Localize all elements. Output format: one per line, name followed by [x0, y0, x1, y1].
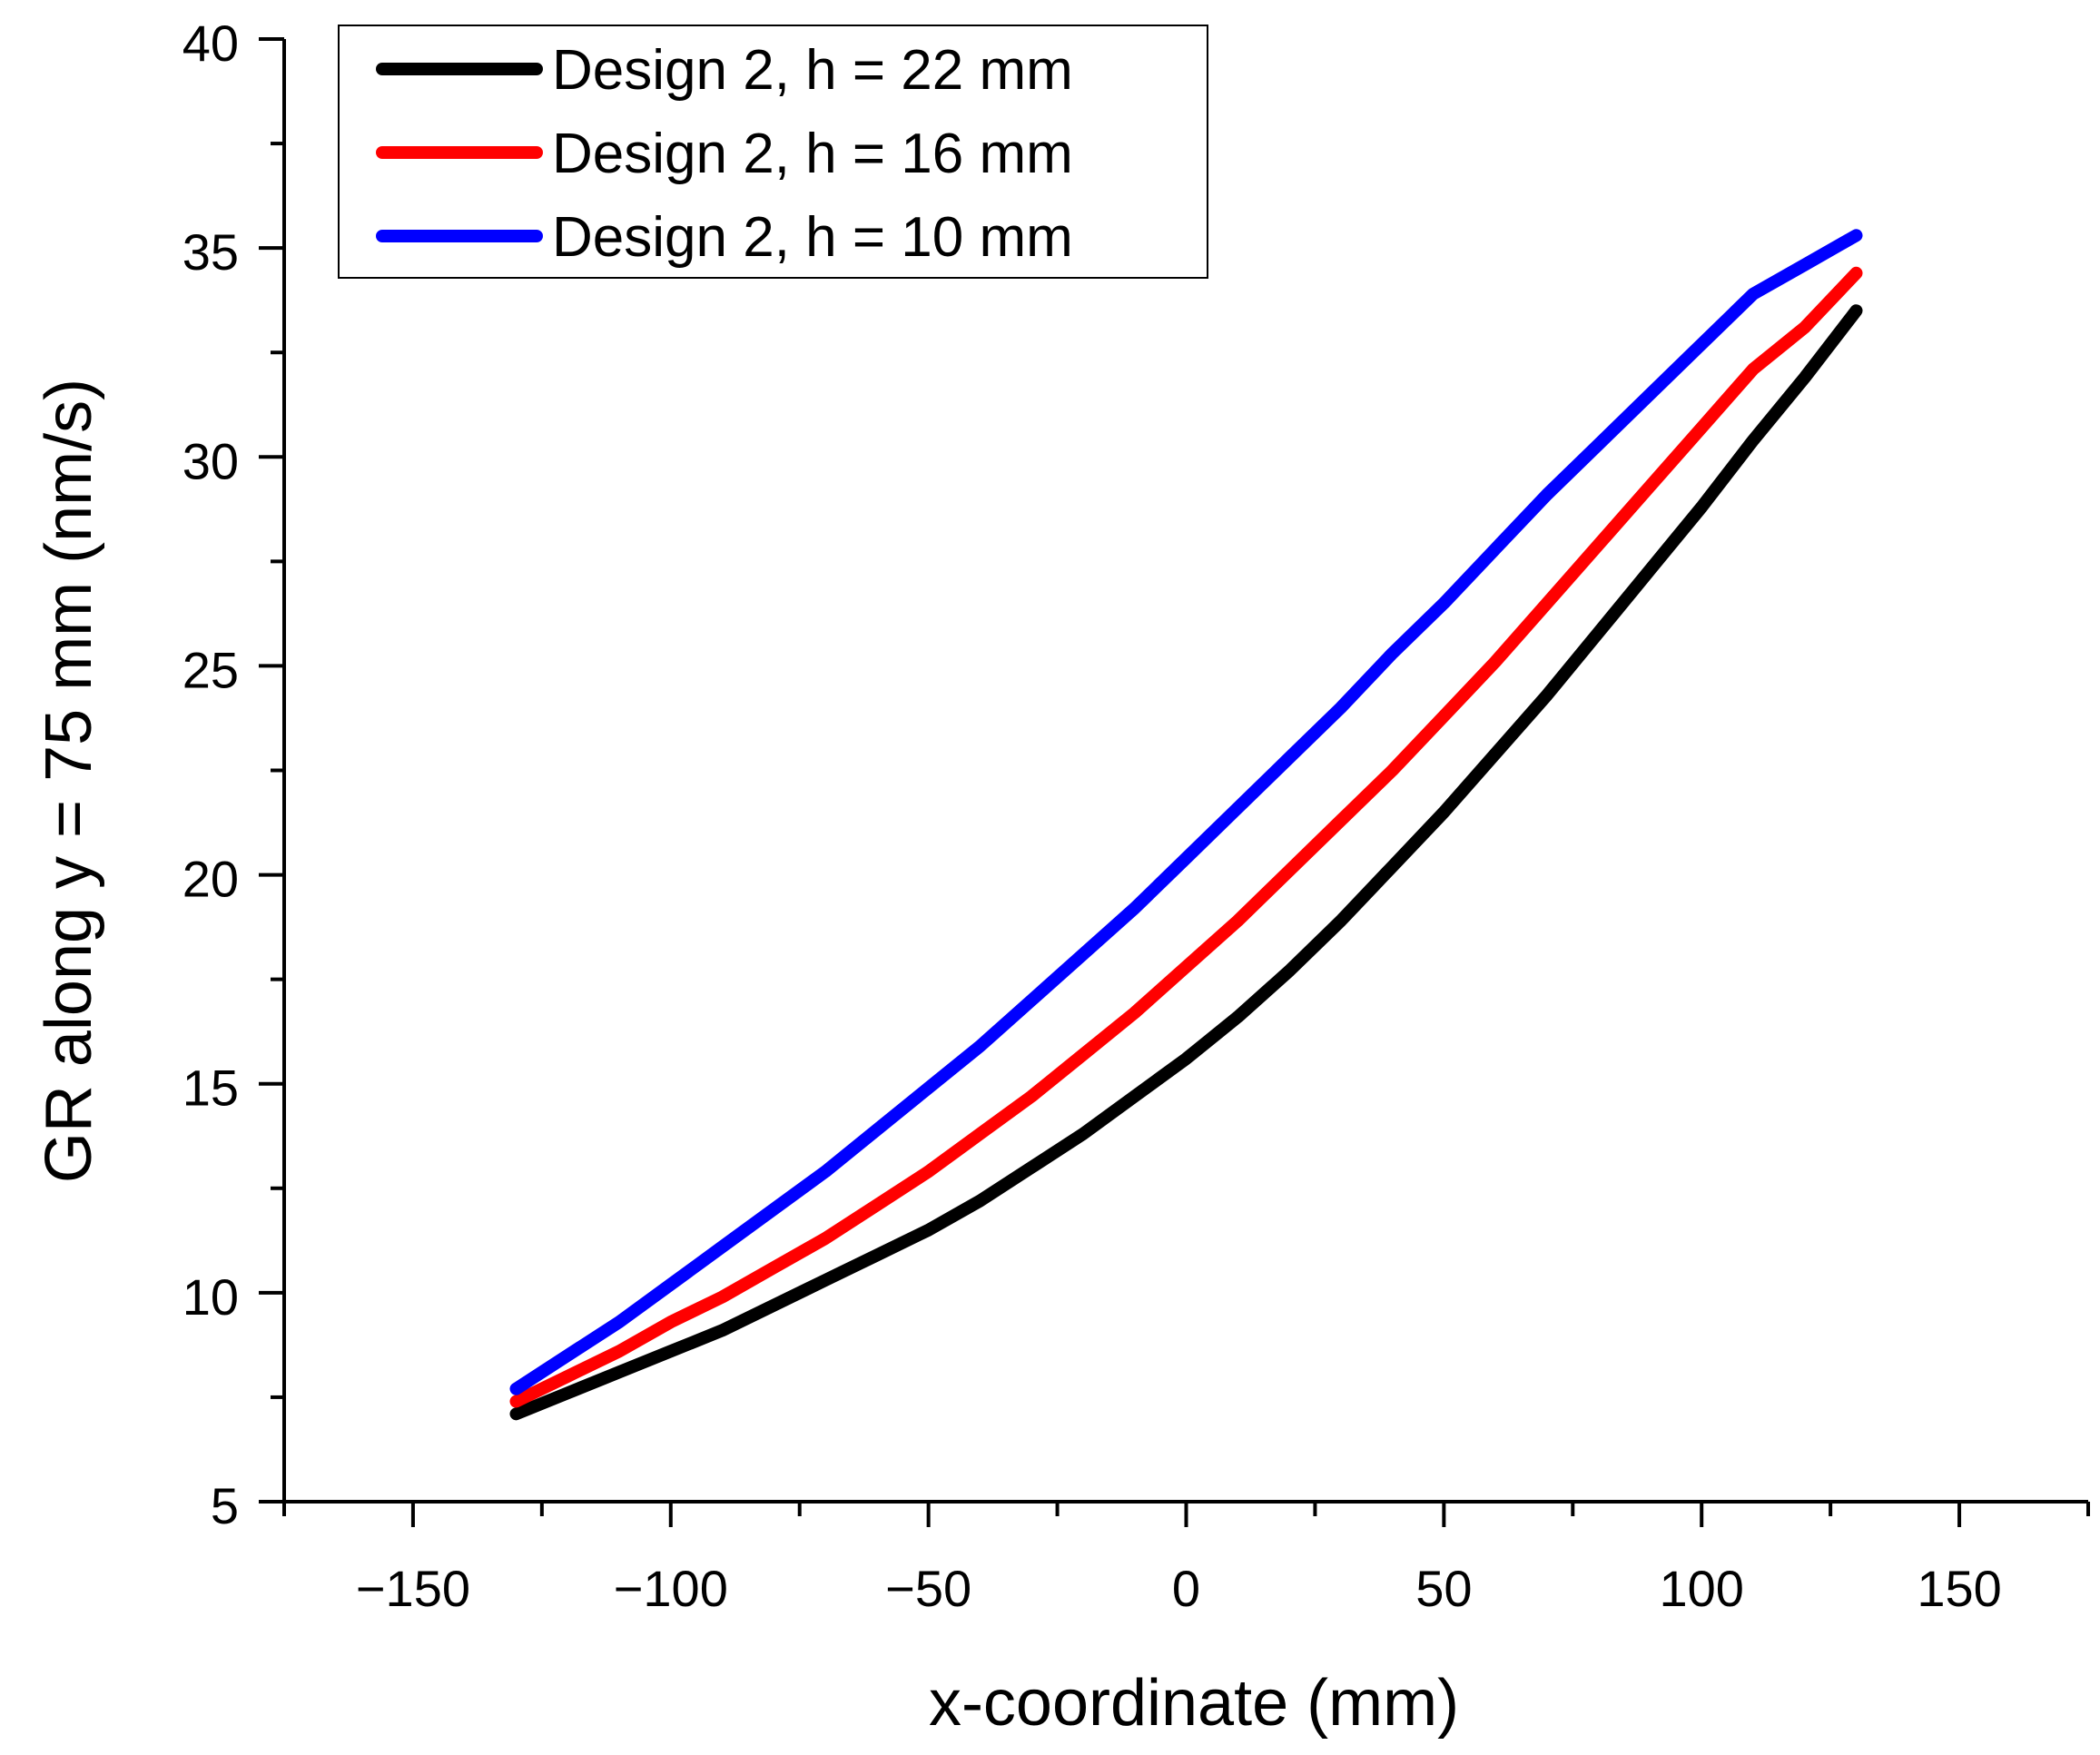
x-tick-label: −100 [614, 1560, 728, 1617]
y-tick-label: 40 [182, 15, 239, 72]
legend-entry-label: Design 2, h = 22 mm [552, 39, 1073, 102]
y-tick-label: 15 [182, 1060, 239, 1117]
x-tick-label: 100 [1659, 1560, 1743, 1617]
x-tick-label: −150 [356, 1560, 470, 1617]
y-tick-label: 35 [182, 223, 239, 281]
series-lines [509, 229, 1863, 1421]
x-tick-label: 0 [1172, 1560, 1200, 1617]
series-line-3 [509, 229, 1863, 1395]
series-line-2 [509, 266, 1863, 1408]
legend: Design 2, h = 22 mm Design 2, h = 16 mm De… [338, 25, 1208, 279]
x-tick-label: 150 [1917, 1560, 2001, 1617]
y-tick-label: 20 [182, 851, 239, 908]
y-tick-label: 5 [211, 1477, 239, 1534]
y-tick-label: 10 [182, 1268, 239, 1326]
axes: 5 10 15 20 25 30 35 40 −150 −100 −50 0 50 100 150 [182, 15, 2090, 1617]
series-line-1 [509, 304, 1863, 1421]
x-tick-label: −50 [885, 1560, 971, 1617]
y-tick-label: 25 [182, 641, 239, 698]
y-tick-label: 30 [182, 432, 239, 489]
x-tick-label: 50 [1415, 1560, 1472, 1617]
y-axis-label: GR along y = 75 mm (nm/s) [33, 379, 105, 1183]
legend-entry-label: Design 2, h = 10 mm [552, 206, 1073, 269]
x-axis-label: x-coordinate (mm) [929, 1667, 1459, 1740]
legend-entry-label: Design 2, h = 16 mm [552, 123, 1073, 185]
